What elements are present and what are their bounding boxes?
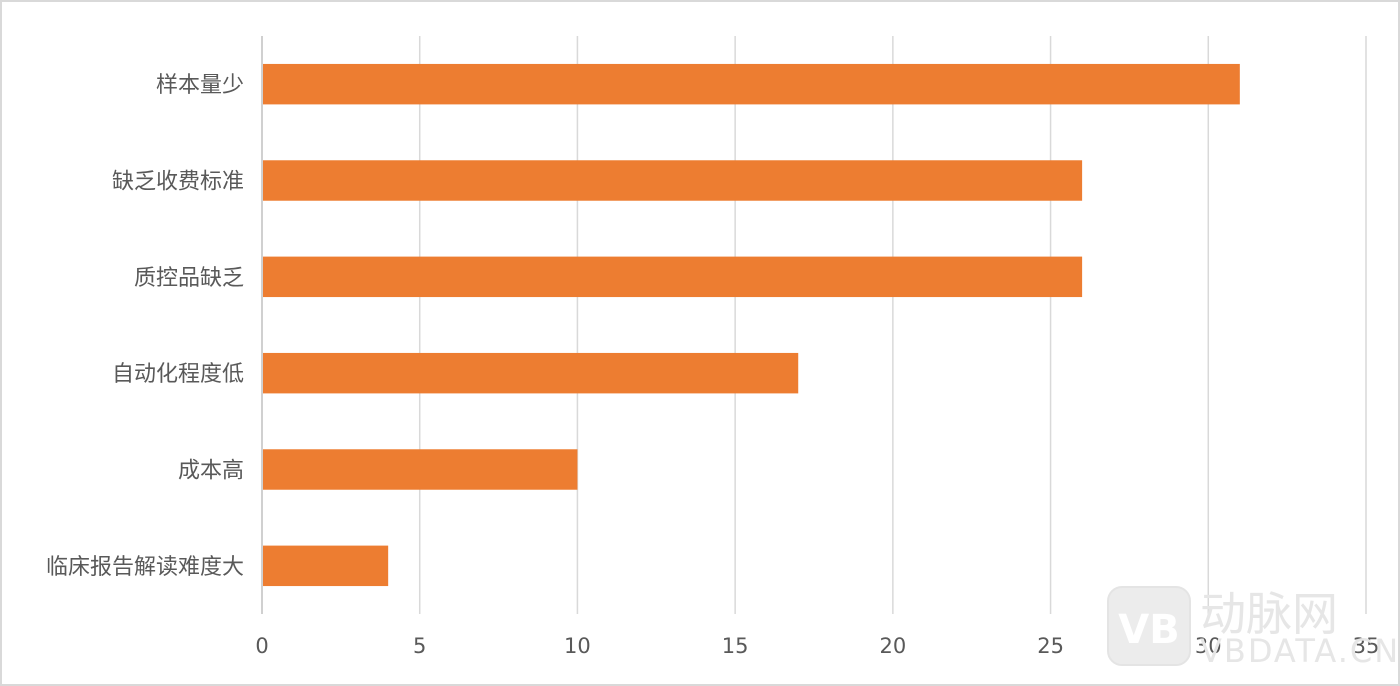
x-tick-labels: 0 5 10 15 20 25 30 35	[255, 634, 1379, 658]
bar	[262, 449, 578, 490]
x-tick-label: 25	[1037, 634, 1064, 658]
category-label: 样本量少	[156, 73, 244, 98]
watermark-logo-icon	[1107, 586, 1191, 666]
category-label: 临床报告解读难度大	[46, 555, 244, 580]
bar	[262, 256, 1083, 298]
category-label: 质控品缺乏	[134, 266, 244, 291]
bar	[262, 352, 799, 394]
bars	[262, 63, 1240, 587]
x-tick-label: 10	[564, 634, 591, 658]
bar	[262, 160, 1083, 201]
watermark-logo-text: VB	[1118, 607, 1179, 653]
category-label: 缺乏收费标准	[112, 170, 244, 195]
bar	[262, 545, 389, 587]
x-tick-label: 35	[1353, 634, 1380, 658]
watermark-brand: 动脉网	[1200, 587, 1338, 641]
gridlines	[418, 36, 1367, 614]
category-label: 自动化程度低	[112, 362, 244, 387]
x-tick-label: 30	[1195, 634, 1222, 658]
x-tick-label: 15	[722, 634, 749, 658]
watermark-url: VBDATA.CN	[1200, 632, 1400, 670]
category-label: 成本高	[178, 459, 244, 484]
x-tick-label: 0	[255, 634, 268, 658]
x-tick-label: 20	[879, 634, 906, 658]
watermark: VB 动脉网 VBDATA.CN	[1107, 586, 1400, 670]
bar	[262, 63, 1240, 105]
x-tick-label: 5	[413, 634, 426, 658]
